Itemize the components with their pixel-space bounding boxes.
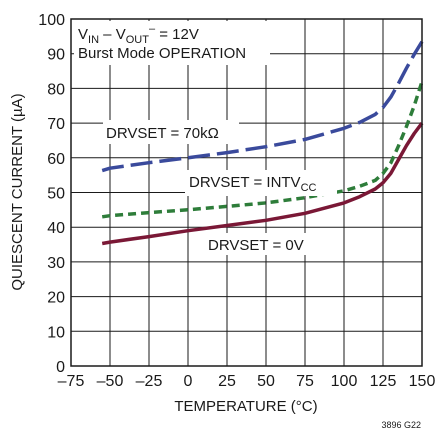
series-line-0 [101, 40, 424, 173]
y-tick-label: 50 [47, 186, 65, 203]
series-layer [101, 40, 424, 246]
x-tick-label: –25 [136, 373, 163, 390]
tick-layer: 0 10 20 30 40 50 60 70 80 90 100 –75 –50 –25 0 25 50 75 10… [38, 12, 435, 390]
svg-text:DRVSET = 0V: DRVSET = 0V [208, 237, 304, 254]
x-tick-label: 50 [257, 373, 275, 390]
x-tick-label: 125 [370, 373, 397, 390]
y-tick-label: 40 [47, 220, 65, 237]
y-tick-label: 100 [38, 12, 65, 29]
y-tick-label: 90 [47, 47, 65, 64]
condition-box: VIN – VOUT– = 12V Burst Mode OPERATION [74, 21, 270, 65]
x-tick-label: –75 [58, 373, 85, 390]
y-tick-label: 0 [56, 359, 65, 376]
series-label-70k: DRVSET = 70kΩ [103, 120, 239, 144]
x-tick-label: –50 [97, 373, 124, 390]
figure-code: 3896 G22 [381, 420, 421, 430]
x-tick-label: 100 [331, 373, 358, 390]
condition-line-1: VIN – VOUT– = 12V [78, 23, 199, 46]
y-tick-label: 60 [47, 151, 65, 168]
x-tick-label: 75 [296, 373, 314, 390]
y-axis-title: QUIESCENT CURRENT (µA) [9, 93, 26, 290]
y-tick-label: 70 [47, 116, 65, 133]
y-tick-label: 80 [47, 81, 65, 98]
y-tick-label: 30 [47, 255, 65, 272]
series-line-2 [101, 122, 424, 246]
plot-frame [70, 18, 423, 367]
y-tick-label: 10 [47, 324, 65, 341]
x-tick-label: 150 [409, 373, 436, 390]
series-label-0v: DRVSET = 0V [205, 233, 321, 255]
x-tick-label: 0 [184, 373, 193, 390]
svg-text:DRVSET = 70kΩ: DRVSET = 70kΩ [106, 125, 219, 142]
svg-text:DRVSET = INTVCC: DRVSET = INTVCC [189, 174, 317, 194]
x-tick-label: 25 [218, 373, 236, 390]
series-line-1 [101, 80, 424, 219]
y-tick-label: 20 [47, 290, 65, 307]
series-label-intvcc: DRVSET = INTVCC [185, 170, 337, 196]
x-axis-title: TEMPERATURE (°C) [174, 398, 317, 415]
condition-line-2: Burst Mode OPERATION [78, 45, 246, 62]
